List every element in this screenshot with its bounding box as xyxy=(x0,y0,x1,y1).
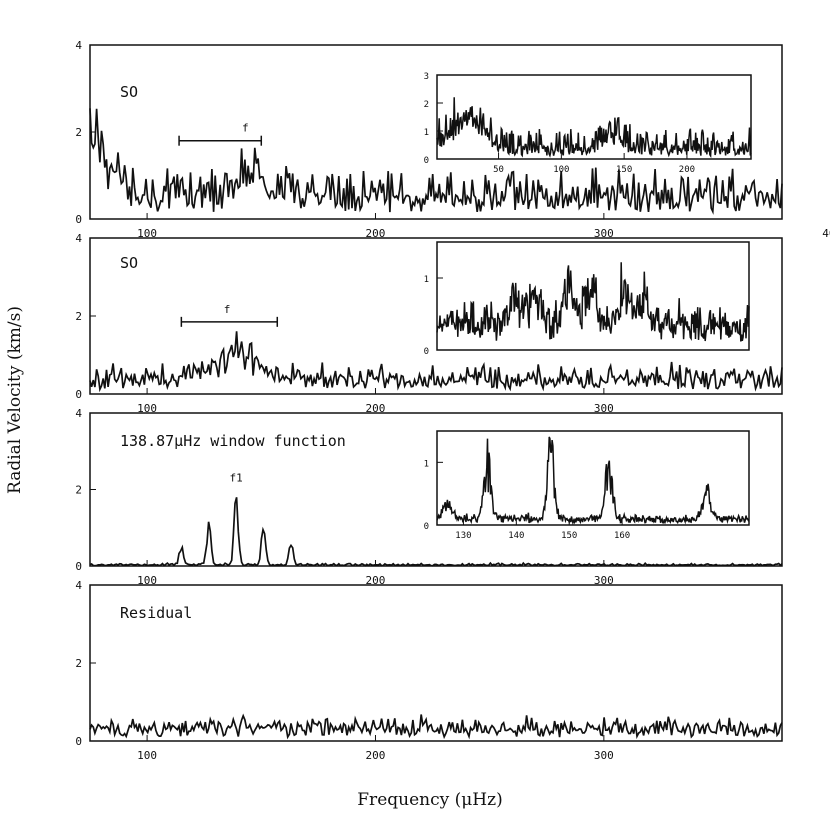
panel-4-x-tick-label: 100 xyxy=(137,749,157,762)
panel-2-annotation: f xyxy=(224,303,231,316)
panel-1-inset-y-tick-label: 0 xyxy=(424,156,429,166)
panel-3-inset-x-tick-label: 150 xyxy=(561,531,577,541)
panel-4-y-tick-label: 4 xyxy=(75,579,82,592)
panel-3-series-line xyxy=(89,497,783,568)
panel-3-annotation: f1 xyxy=(230,472,243,485)
panel-2-inset-series-line xyxy=(436,262,750,342)
panel-1-inset-y-tick-label: 3 xyxy=(424,72,429,82)
panel-2-y-tick-label: 2 xyxy=(75,310,82,323)
panel-3-inset-x-tick-label: 160 xyxy=(614,531,630,541)
panel-3-inset-x-tick-label: 130 xyxy=(455,531,471,541)
panel-4-title: Residual xyxy=(120,604,192,622)
panel-1-title: SO xyxy=(120,83,138,101)
panel-2-title: SO xyxy=(120,254,138,272)
panel-3-inset-series-line xyxy=(436,436,750,526)
panel-2-y-tick-label: 4 xyxy=(75,232,82,245)
panel-3-x-tick-label: 100 xyxy=(137,574,157,587)
panel-1-series-line xyxy=(89,108,783,215)
panel-3-x-tick-label: 300 xyxy=(594,574,614,587)
panel-3-inset-x-tick-label: 140 xyxy=(508,531,524,541)
panel-4-frame xyxy=(89,584,783,742)
x-axis-label: Frequency (μHz) xyxy=(357,790,502,810)
panel-3-y-tick-label: 2 xyxy=(75,484,82,497)
panel-1-x-tick-label: 200 xyxy=(366,227,386,240)
panel-1-annotation: f xyxy=(242,122,249,135)
panel-1-inset-x-tick-label: 100 xyxy=(553,165,569,175)
panel-3-y-tick-label: 4 xyxy=(75,407,82,420)
panel-2-inset-y-tick-label: 1 xyxy=(424,275,429,285)
panel-1-inset-x-tick-label: 200 xyxy=(679,165,695,175)
panel-4-y-tick-label: 0 xyxy=(75,735,82,748)
panel-3-title: 138.87μHz window function xyxy=(120,432,346,450)
panel-1-inset-x-tick-label: 150 xyxy=(616,165,632,175)
panel-3-inset-y-tick-label: 0 xyxy=(424,522,429,532)
panel-4-x-tick-label: 200 xyxy=(366,749,386,762)
panel-1-y-tick-label: 2 xyxy=(75,126,82,139)
panel-2-y-tick-label: 0 xyxy=(75,388,82,401)
panel-2-inset-y-tick-label: 0 xyxy=(424,347,429,357)
panel-3-y-tick-label: 0 xyxy=(75,560,82,573)
panel-1-inset-y-tick-label: 2 xyxy=(424,100,429,110)
panel-2-x-tick-label: 100 xyxy=(137,402,157,415)
panel-1-y-tick-label: 4 xyxy=(75,39,82,52)
panel-3-inset-y-tick-label: 1 xyxy=(424,459,429,469)
panel-1-inset-series-line xyxy=(436,97,752,159)
panel-1-inset-y-tick-label: 1 xyxy=(424,128,429,138)
panel-1-inset-x-tick-label: 50 xyxy=(493,165,504,175)
panel-4-y-tick-label: 2 xyxy=(75,657,82,670)
panel-4-series-line xyxy=(89,713,783,740)
panel-1-x-tick-label: 400 xyxy=(822,227,830,240)
panel-1-y-tick-label: 0 xyxy=(75,213,82,226)
panel-3-x-tick-label: 200 xyxy=(366,574,386,587)
panel-2-x-tick-label: 200 xyxy=(366,402,386,415)
panel-2-x-tick-label: 300 xyxy=(594,402,614,415)
y-axis-label: Radial Velocity (km/s) xyxy=(5,306,25,494)
panel-1-x-tick-label: 100 xyxy=(137,227,157,240)
panel-2-series-line xyxy=(89,331,783,393)
panel-4-x-tick-label: 300 xyxy=(594,749,614,762)
panel-1-x-tick-label: 300 xyxy=(594,227,614,240)
panels: 100200300400024SOf5010015020001231002003… xyxy=(75,39,830,762)
